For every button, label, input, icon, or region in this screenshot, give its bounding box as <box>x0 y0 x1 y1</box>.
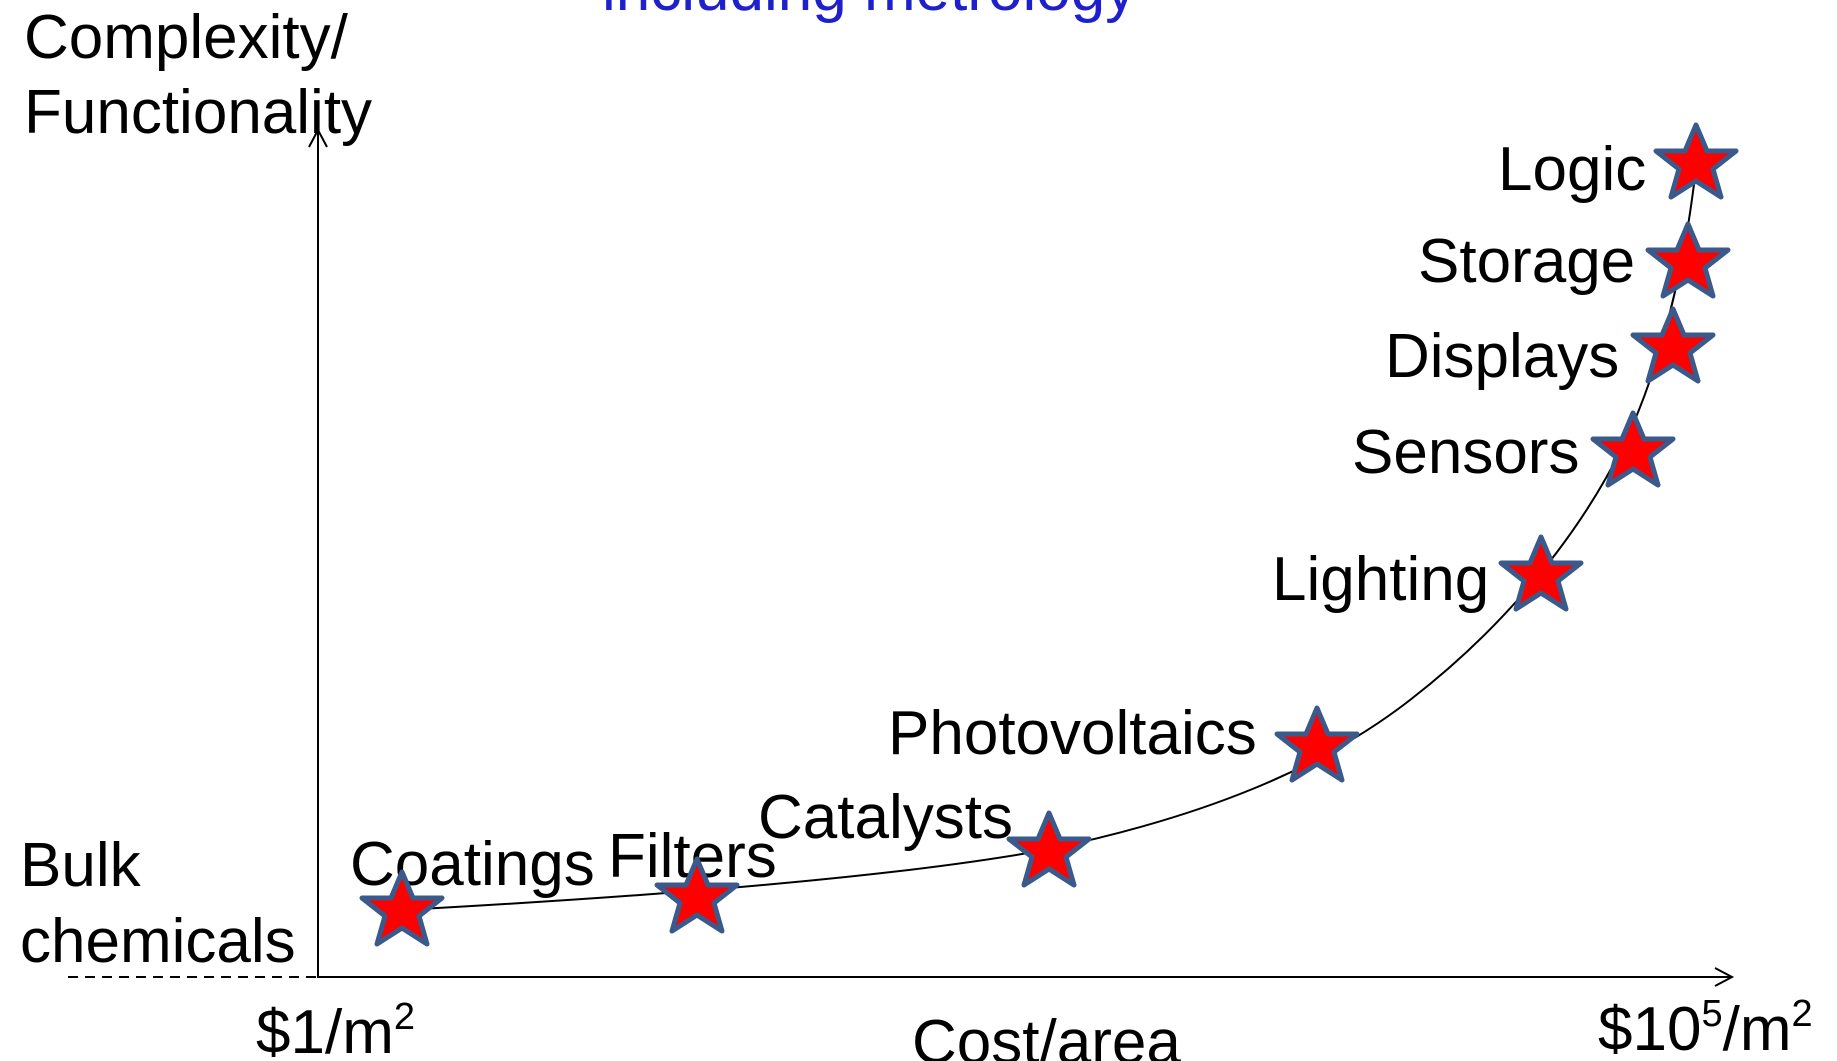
application-label-logic: Logic <box>1498 135 1646 204</box>
x-axis-arrowhead <box>1714 967 1735 987</box>
star-coatings <box>359 869 445 947</box>
star-photovoltaics <box>1274 705 1360 783</box>
application-label-coatings: Coatings <box>350 830 595 899</box>
y-axis-label-line2: Functionality <box>24 78 372 147</box>
application-label-lighting: Lighting <box>1272 545 1489 614</box>
star-catalysts <box>1006 810 1092 888</box>
x-axis-max-label: $105/m2 <box>1598 993 1813 1061</box>
star-lighting <box>1498 534 1584 612</box>
application-label-sensors: Sensors <box>1352 418 1579 487</box>
star-storage <box>1645 221 1731 299</box>
application-label-displays: Displays <box>1385 322 1619 391</box>
bulk-chemicals-label-line2: chemicals <box>20 907 296 976</box>
star-displays <box>1630 306 1716 384</box>
star-sensors <box>1590 410 1676 488</box>
y-axis-arrowhead <box>308 127 328 148</box>
application-label-photovoltaics: Photovoltaics <box>888 699 1257 768</box>
x-axis-label: Cost/area <box>912 1008 1181 1061</box>
star-logic <box>1653 122 1739 200</box>
star-filters <box>654 856 740 934</box>
bulk-chemicals-label-line1: Bulk <box>20 831 142 900</box>
y-axis-label-line1: Complexity/ <box>24 3 349 72</box>
title-fragment: including metrology <box>602 0 1136 24</box>
application-label-catalysts: Catalysts <box>758 783 1013 852</box>
x-axis-min-label: $1/m2 <box>256 996 415 1061</box>
application-label-storage: Storage <box>1418 227 1635 296</box>
